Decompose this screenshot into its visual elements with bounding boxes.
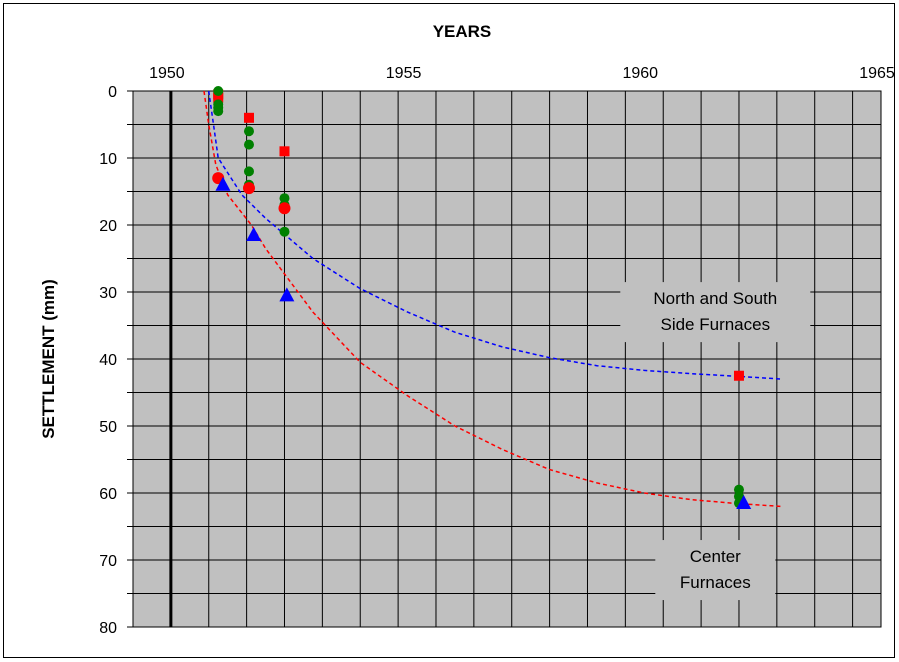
plot-area: [132, 90, 882, 628]
square-marker: [733, 370, 744, 381]
y-tick-label: 40: [99, 352, 117, 369]
y-tick-label: 80: [99, 620, 117, 637]
x-tick-label: 1955: [386, 65, 422, 82]
trend-curve: [207, 90, 782, 380]
annotation-text: Center: [690, 547, 741, 566]
y-tick-label: 70: [99, 553, 117, 570]
circle-marker: [243, 166, 254, 177]
y-tick-label: 30: [99, 285, 117, 302]
data-markers: [212, 86, 752, 510]
x-tick-label: 1950: [149, 65, 185, 82]
circle-marker: [279, 226, 290, 237]
chart-title: YEARS: [433, 22, 492, 41]
y-tick-label: 50: [99, 419, 117, 436]
trend-curve: [203, 90, 782, 508]
x-tick-label: 1965: [859, 65, 895, 82]
circle-marker: [213, 106, 224, 117]
circle-marker: [213, 86, 224, 96]
y-tick-label: 0: [108, 84, 117, 101]
y-tick-labels: 0 10 20 30 40 50 60 70 80: [99, 84, 133, 637]
annotations: North and South Side Furnaces Center Furnac…: [620, 282, 811, 601]
y-tick-label: 10: [99, 151, 117, 168]
circle-marker: [242, 182, 255, 195]
triangle-marker: [215, 176, 231, 191]
triangle-marker: [736, 495, 752, 510]
y-tick-label: 20: [99, 218, 117, 235]
y-axis-label: SETTLEMENT (mm): [39, 279, 58, 439]
x-tick-labels: 1950 1955 1960 1965: [149, 65, 895, 82]
y-tick-label: 60: [99, 486, 117, 503]
annotation-box: [620, 282, 811, 343]
square-marker: [279, 146, 290, 157]
annotation-box: [655, 540, 776, 601]
circle-marker: [243, 139, 254, 150]
triangle-marker: [279, 287, 295, 302]
triangle-marker: [246, 227, 262, 242]
square-marker: [213, 92, 224, 103]
annotation-text: Side Furnaces: [660, 315, 770, 334]
circle-marker: [243, 126, 254, 137]
circle-marker: [278, 202, 291, 215]
annotation-text: Furnaces: [680, 573, 751, 592]
annotation-text: North and South: [653, 289, 777, 308]
trend-curves: [203, 90, 782, 508]
x-tick-label: 1960: [622, 65, 658, 82]
square-marker: [243, 112, 254, 123]
